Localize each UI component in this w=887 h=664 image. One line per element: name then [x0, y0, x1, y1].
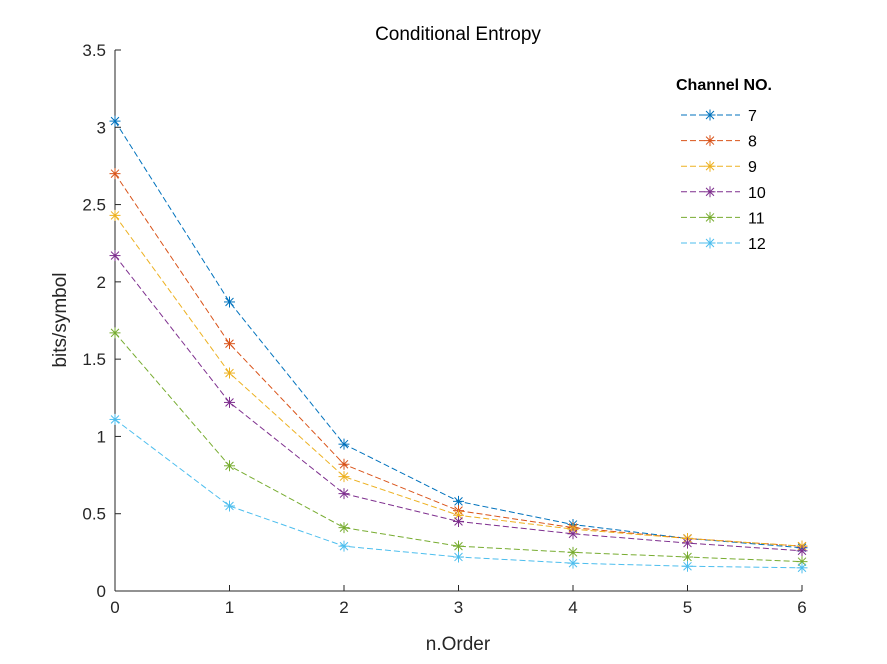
legend-marker-11	[704, 211, 716, 223]
data-point-11-5	[682, 551, 693, 563]
x-tick-label: 1	[225, 598, 234, 617]
legend-title: Channel NO.	[676, 77, 772, 94]
data-point-11-1	[224, 460, 235, 472]
data-point-7-0	[109, 115, 121, 127]
data-point-10-4	[567, 528, 579, 540]
data-point-11-0	[109, 327, 121, 339]
data-point-12-1	[224, 500, 235, 512]
legend: Channel NO. 7 8 9 10 11 12	[676, 77, 772, 253]
data-point-8-1	[224, 338, 235, 350]
legend-label-9: 9	[748, 159, 757, 176]
y-axis-title: bits/symbol	[50, 272, 71, 367]
data-point-9-0	[109, 209, 121, 221]
legend-label-8: 8	[748, 134, 757, 151]
data-point-10-6	[796, 545, 808, 557]
data-point-7-3	[453, 495, 464, 507]
y-tick-label: 2.5	[82, 196, 106, 215]
x-tick-label: 3	[454, 598, 463, 617]
data-point-7-2	[338, 438, 350, 450]
x-tick-label: 6	[797, 598, 806, 617]
data-point-12-0	[109, 413, 121, 425]
y-tick-label: 1.5	[82, 350, 106, 369]
data-point-8-2	[338, 458, 350, 470]
data-point-12-5	[682, 560, 693, 572]
y-tick-label: 1	[97, 427, 106, 446]
y-tick-label: 2	[97, 273, 106, 292]
legend-label-7: 7	[748, 108, 757, 125]
data-point-11-4	[567, 546, 579, 558]
chart-title: Conditional Entropy	[375, 24, 541, 45]
data-point-7-1	[224, 296, 235, 308]
series-line-8	[114, 173, 803, 547]
legend-label-12: 12	[748, 236, 766, 253]
legend-label-11: 11	[748, 210, 765, 227]
y-tick-label: 3	[97, 118, 106, 137]
data-point-9-1	[224, 367, 235, 379]
series-line-7	[114, 120, 803, 549]
x-tick-label: 5	[683, 598, 692, 617]
x-tick-label: 4	[568, 598, 577, 617]
legend-marker-10	[704, 186, 716, 198]
x-axis-title: n.Order	[426, 634, 491, 655]
plot-area: 0 1 2 3 4 5 600.511.522.533.5	[82, 41, 808, 617]
data-point-12-4	[567, 557, 579, 569]
y-tick-label: 0.5	[82, 505, 106, 524]
data-point-8-0	[109, 168, 121, 180]
y-tick-label: 0	[97, 582, 106, 601]
data-point-11-3	[453, 540, 464, 552]
data-point-11-2	[338, 522, 350, 534]
data-point-12-2	[338, 540, 350, 552]
legend-marker-12	[704, 237, 716, 249]
y-tick-label: 3.5	[82, 41, 106, 60]
data-point-12-6	[796, 562, 808, 574]
data-point-12-3	[453, 551, 464, 563]
data-point-10-2	[338, 488, 350, 500]
legend-marker-7	[704, 109, 716, 121]
legend-label-10: 10	[748, 185, 766, 202]
data-point-10-3	[453, 515, 464, 527]
x-tick-label: 2	[339, 598, 348, 617]
data-point-10-1	[224, 396, 235, 408]
legend-marker-9	[704, 160, 716, 172]
data-point-10-5	[682, 537, 693, 549]
legend-marker-8	[704, 135, 716, 147]
x-tick-label: 0	[110, 598, 119, 617]
data-point-10-0	[109, 250, 121, 262]
series-line-11	[114, 332, 803, 563]
data-point-9-2	[338, 471, 350, 483]
